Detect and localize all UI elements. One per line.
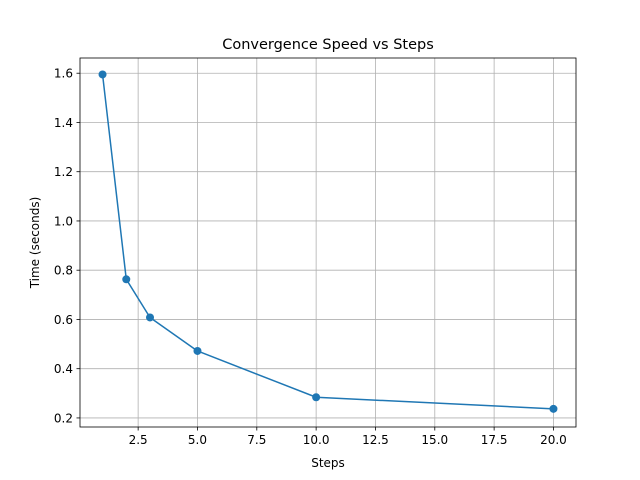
- x-axis-title: Steps: [311, 456, 345, 470]
- data-point-marker: [193, 346, 202, 355]
- y-tick-label: 0.8: [54, 264, 73, 278]
- x-tick-label: 12.5: [362, 433, 389, 447]
- y-tick-label: 1.4: [54, 116, 73, 130]
- grid-layer: [80, 58, 576, 427]
- y-tick-label: 0.6: [54, 313, 73, 327]
- plot-area: [80, 58, 576, 427]
- y-tick-label: 1.0: [54, 214, 73, 228]
- x-tick-label: 7.5: [247, 433, 266, 447]
- data-point-marker: [312, 393, 321, 402]
- y-tick-label: 0.2: [54, 411, 73, 425]
- x-tick-label: 20.0: [540, 433, 567, 447]
- x-tick-label: 5.0: [188, 433, 207, 447]
- x-tick-label: 15.0: [421, 433, 448, 447]
- chart-title: Convergence Speed vs Steps: [222, 37, 434, 53]
- series-line: [101, 74, 554, 410]
- ticks-layer: 2.5 5.0 7.5 10.0 12.5 15.0 17.5 20.0 0.2 0.4 0.6 0.…: [54, 67, 567, 447]
- data-point-marker: [549, 404, 558, 413]
- data-point-marker: [146, 313, 155, 322]
- plot-frame: [79, 57, 577, 428]
- data-point-marker: [122, 275, 131, 284]
- x-tick-label: 17.5: [481, 433, 508, 447]
- data-point-marker: [98, 70, 107, 79]
- series-layer: [98, 70, 558, 413]
- y-tick-label: 1.6: [54, 67, 73, 81]
- x-tick-label: 2.5: [129, 433, 148, 447]
- y-axis-title: Time (seconds): [28, 197, 42, 290]
- x-tick-label: 10.0: [303, 433, 330, 447]
- y-tick-label: 1.2: [54, 165, 73, 179]
- y-tick-label: 0.4: [54, 362, 73, 376]
